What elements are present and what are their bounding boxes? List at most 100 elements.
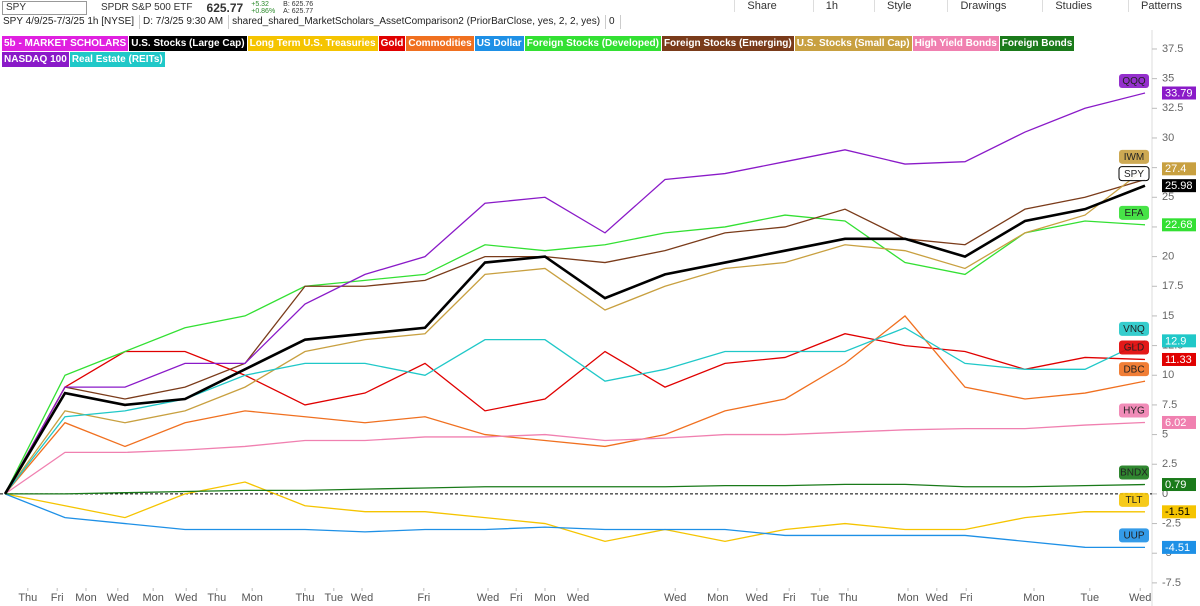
legend-title: 5b - MARKET SCHOLARS	[2, 36, 129, 51]
legend-item: NASDAQ 100	[2, 52, 69, 67]
end-label-box	[1162, 505, 1196, 519]
info-bar: SPY 4/9/25-7/3/25 1h [NYSE] D: 7/3/25 9:…	[0, 15, 621, 29]
series-tag: QQQ	[1119, 74, 1149, 88]
series-line	[3, 184, 1146, 495]
x-tick-label: Mon	[707, 592, 728, 604]
end-label-box	[1162, 218, 1196, 232]
x-tick-label: Tue	[325, 592, 344, 604]
end-label: -1.51	[1162, 505, 1196, 519]
end-label-box	[1162, 179, 1196, 193]
series-tag: TLT	[1119, 492, 1149, 507]
y-tick-label: 10	[1162, 369, 1174, 381]
study-value: 0	[606, 15, 621, 29]
end-label-text: 12.9	[1165, 335, 1186, 347]
end-label-text: 22.68	[1165, 219, 1193, 231]
toolbar-buttons: Share 1h Style Drawings Studies Patterns	[716, 0, 1200, 12]
x-tick-label: Fri	[960, 592, 973, 604]
end-label-text: 0.79	[1165, 479, 1186, 491]
date: D: 7/3/25 9:30 AM	[140, 15, 230, 29]
x-tick-label: Wed	[477, 592, 499, 604]
series-tag-text: DBC	[1123, 364, 1144, 375]
toolbar-button[interactable]: Patterns	[1128, 0, 1200, 12]
legend-item: Foreign Stocks (Emerging)	[661, 36, 794, 51]
y-tick-label: 15	[1162, 310, 1174, 322]
end-label: 33.79	[1162, 86, 1196, 100]
y-tick-label: 7.5	[1162, 399, 1177, 411]
series-tag: UUP	[1119, 528, 1149, 543]
end-label: 25.98	[1162, 179, 1196, 193]
legend-item: Gold	[378, 36, 406, 51]
price: 625.77	[206, 0, 244, 15]
toolbar-button[interactable]: Studies	[1042, 0, 1110, 12]
x-tick-label: Mon	[1023, 592, 1044, 604]
series-tag-box	[1119, 528, 1149, 543]
x-tick-label: Mon	[142, 592, 163, 604]
series-line	[4, 481, 1146, 543]
series-line	[4, 493, 1146, 549]
end-label-text: 33.79	[1165, 87, 1193, 99]
series-tag-text: HYG	[1123, 406, 1145, 417]
end-label: 0.79	[1162, 478, 1196, 492]
toolbar-button[interactable]: 1h	[812, 0, 856, 12]
toolbar-button[interactable]: Style	[874, 0, 929, 12]
series-tag: HYG	[1119, 403, 1149, 418]
end-label-box	[1162, 415, 1196, 429]
y-tick-label: 0	[1162, 488, 1168, 500]
series-line	[4, 333, 1146, 495]
change-value: +5.32	[251, 0, 269, 8]
series-line	[4, 214, 1146, 495]
change: +5.32 +0.86%	[251, 1, 275, 15]
y-tick-label: 35	[1162, 73, 1174, 85]
end-label: 6.02	[1162, 415, 1196, 429]
series-tag: BNDX	[1119, 465, 1149, 480]
y-tick-label: 5	[1162, 428, 1168, 440]
series-tag-box	[1119, 74, 1149, 88]
series-tag-text: IWM	[1124, 152, 1145, 163]
series-tag: SPY	[1118, 166, 1150, 182]
y-tick-label: 25	[1162, 191, 1174, 203]
x-tick-label: Fri	[51, 592, 64, 604]
x-tick-label: Thu	[207, 592, 226, 604]
x-tick-label: Fri	[510, 592, 523, 604]
y-tick-label: 32.5	[1162, 102, 1183, 114]
x-tick-label: Mon	[534, 592, 555, 604]
series-tag-text: BNDX	[1120, 468, 1148, 479]
end-label: 12.9	[1162, 334, 1196, 348]
x-tick-label: Wed	[567, 592, 589, 604]
x-tick-label: Thu	[18, 592, 37, 604]
end-label: -4.51	[1162, 540, 1196, 554]
series-tag-box	[1119, 403, 1149, 418]
series-tag: DBC	[1119, 362, 1149, 377]
series-tag-box	[1119, 362, 1149, 377]
series-line	[4, 327, 1146, 495]
range: SPY 4/9/25-7/3/25 1h [NYSE]	[0, 15, 141, 29]
x-tick-label: Wed	[107, 592, 129, 604]
end-label-box	[1162, 162, 1196, 176]
bid: B: 625.76	[283, 0, 314, 8]
end-label-text: 27.4	[1165, 163, 1186, 175]
series-tag-text: VNQ	[1123, 324, 1145, 335]
series-tag: EFA	[1119, 205, 1149, 220]
legend-item: Real Estate (REITs)	[69, 52, 165, 67]
x-tick-label: Wed	[664, 592, 686, 604]
y-tick-label: 30	[1162, 132, 1174, 144]
x-tick-label: Mon	[897, 592, 918, 604]
toolbar-button[interactable]: Share	[734, 0, 794, 12]
x-tick-label: Wed	[746, 592, 768, 604]
series-line	[4, 92, 1146, 495]
toolbar-button[interactable]: Drawings	[947, 0, 1024, 12]
series-tag-box	[1119, 492, 1149, 507]
y-tick-label: 37.5	[1162, 43, 1183, 55]
legend-item: U.S. Stocks (Small Cap)	[794, 36, 912, 51]
series-tag-text: UUP	[1123, 531, 1144, 542]
x-tick-label: Mon	[241, 592, 262, 604]
symbol-input[interactable]: SPY	[2, 0, 87, 15]
x-tick-label: Thu	[296, 592, 315, 604]
legend-item: Long Term U.S. Treasuries	[247, 36, 378, 51]
x-tick-label: Tue	[1081, 592, 1100, 604]
x-tick-label: Fri	[417, 592, 430, 604]
series-tag-box	[1119, 205, 1149, 220]
end-label-box	[1162, 540, 1196, 554]
